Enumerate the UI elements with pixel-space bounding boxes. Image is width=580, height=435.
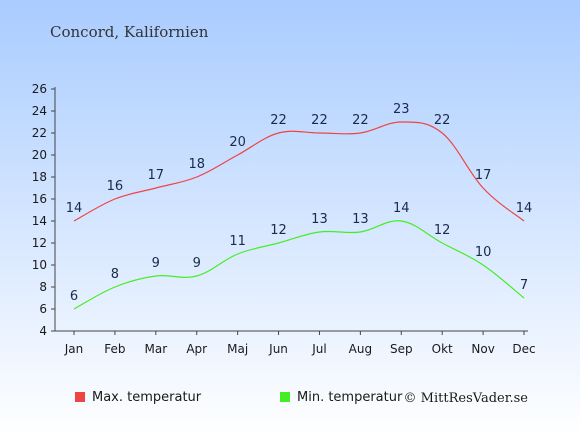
y-tick-label: 18 (32, 170, 47, 184)
x-tick-label: Jun (268, 342, 288, 356)
y-tick-label: 14 (32, 214, 47, 228)
data-label: 13 (311, 212, 328, 227)
data-label: 14 (66, 201, 83, 216)
x-tick-label: Apr (186, 342, 207, 356)
data-label: 22 (270, 113, 287, 128)
data-label: 23 (393, 102, 410, 117)
y-tick-label: 4 (39, 324, 47, 338)
x-tick-label: Dec (512, 342, 535, 356)
data-label: 8 (111, 267, 119, 282)
y-tick-label: 20 (32, 148, 47, 162)
y-tick-label: 8 (39, 280, 47, 294)
data-label: 17 (475, 168, 492, 183)
axes-group: 4 6 8 10 12 14 16 18 20 22 24 26 Jan Feb Mar Apr Maj Jun J… (32, 82, 536, 356)
legend-label: Max. temperatur (92, 390, 202, 405)
y-tick-label: 24 (32, 104, 47, 118)
legend-label: Min. temperatur (297, 390, 403, 405)
data-label: 22 (311, 113, 328, 128)
data-label: 10 (475, 245, 492, 260)
data-label: 7 (520, 278, 528, 293)
data-label: 14 (516, 201, 533, 216)
data-label: 11 (229, 234, 246, 249)
credit-text: © MittResVader.se (404, 391, 529, 406)
chart-title: Concord, Kalifornien (50, 23, 209, 41)
x-tick-label: Sep (390, 342, 413, 356)
data-label: 12 (434, 223, 451, 238)
data-label: 9 (193, 256, 201, 271)
data-label: 17 (148, 168, 165, 183)
data-label: 20 (229, 135, 246, 150)
legend-swatch (280, 392, 290, 402)
x-tick-label: Jul (311, 342, 326, 356)
y-tick-label: 6 (39, 302, 47, 316)
data-label: 14 (393, 201, 410, 216)
x-tick-label: Jan (64, 342, 84, 356)
data-label: 22 (434, 113, 451, 128)
y-tick-label: 10 (32, 258, 47, 272)
legend-item: Max. temperatur (75, 390, 202, 405)
x-tick-label: Mar (144, 342, 167, 356)
x-tick-label: Maj (227, 342, 248, 356)
series-group: 14 16 17 18 20 22 22 22 23 22 17 14 6 8 9 9 11 12 13 13 14 12… (66, 102, 533, 310)
legend: Max. temperatur Min. temperatur (75, 390, 403, 405)
y-tick-label: 22 (32, 126, 47, 140)
y-tick-label: 26 (32, 82, 47, 96)
data-label: 9 (152, 256, 160, 271)
series-line (73, 220, 525, 310)
data-label: 6 (70, 289, 78, 304)
series-min: 6 8 9 9 11 12 13 13 14 12 10 7 (70, 201, 528, 310)
y-tick-label: 16 (32, 192, 47, 206)
y-tick-label: 12 (32, 236, 47, 250)
data-label: 12 (270, 223, 287, 238)
x-tick-label: Nov (471, 342, 494, 356)
data-label: 22 (352, 113, 369, 128)
series-line (73, 121, 525, 222)
x-tick-label: Okt (432, 342, 453, 356)
data-label: 16 (107, 179, 124, 194)
x-tick-label: Feb (104, 342, 125, 356)
legend-swatch (75, 392, 85, 402)
data-label: 13 (352, 212, 369, 227)
series-max: 14 16 17 18 20 22 22 22 23 22 17 14 (66, 102, 533, 222)
data-label: 18 (188, 157, 205, 172)
x-tick-label: Aug (349, 342, 372, 356)
legend-item: Min. temperatur (280, 390, 403, 405)
